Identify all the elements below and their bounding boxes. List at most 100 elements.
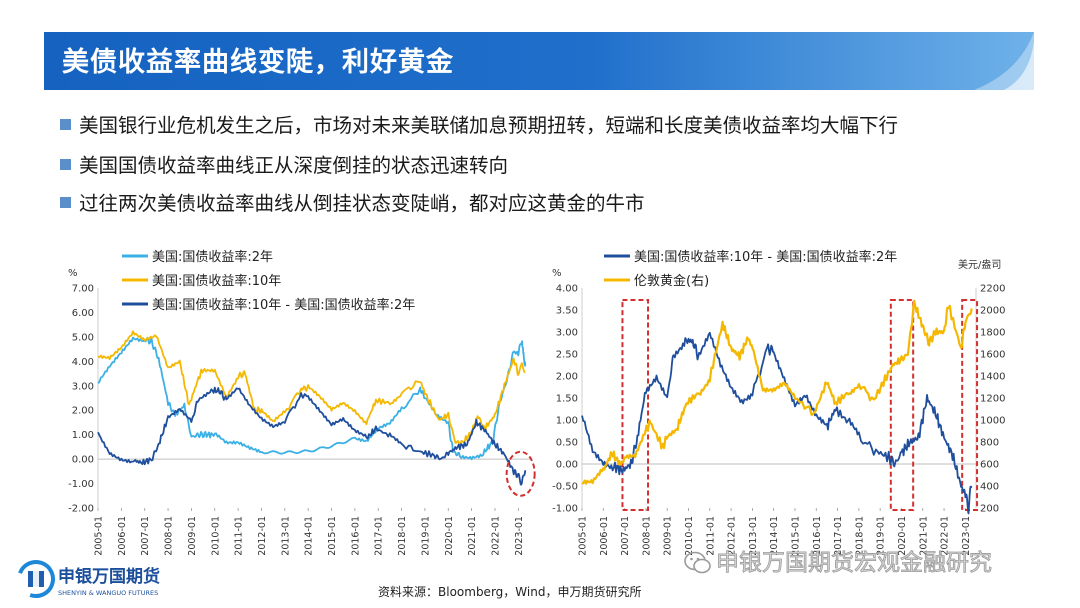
x-tick-label: 2013-01 [748,516,759,556]
x-tick-label: 2008-01 [164,516,175,556]
y-right-unit-label: 美元/盎司 [958,258,1001,271]
x-tick-label: 2015-01 [790,516,801,556]
legend-label: 美国:国债收益率:10年 [152,273,281,289]
x-tick-label: 2015-01 [327,516,338,556]
series-line [97,336,527,461]
y-tick-label: 1.00 [72,430,94,441]
highlight-box [961,299,979,511]
y-right-tick-label: 800 [980,438,999,449]
x-tick-label: 2012-01 [727,516,738,556]
y-tick-label: -2.00 [68,504,94,515]
x-tick-label: 2012-01 [257,516,268,556]
left-yield-chart: 7.00 6.00 5.00 4.00 3.00 2.00 1.00 0.00 -1.00 -2.… [68,249,536,556]
highlight-box [621,299,650,511]
y-tick-label: 3.00 [556,328,578,339]
x-tick-label: 2006-01 [117,516,128,556]
y-tick-label: 3.00 [72,381,94,392]
wechat-icon [684,551,711,574]
x-tick-label: 2013-01 [280,516,291,556]
x-tick-label: 2019-01 [876,516,887,556]
highlight-ellipse [505,450,536,497]
y-right-tick-label: 2000 [980,306,1005,317]
y-tick-label: 6.00 [72,308,94,319]
y-tick-label: 4.00 [72,357,94,368]
logo-text-cn: 申银万国期货 [58,566,160,587]
series-line [581,299,973,485]
logo-text-en: SHENYIN & WANGUO FUTURES [58,589,158,597]
x-tick-label: 2009-01 [663,516,674,556]
x-tick-label: 2021-01 [467,516,478,556]
x-tick-label: 2016-01 [812,516,823,556]
page-title: 美债收益率曲线变陡，利好黄金 [62,47,454,78]
y-tick-label: 1.50 [556,394,578,405]
x-tick-label: 2011-01 [705,516,716,556]
y-right-tick-label: 1800 [980,328,1005,339]
y-unit-label: % [68,268,78,279]
right-curve-gold-chart: 4.00 3.50 3.00 2.50 2.00 1.50 1.00 0.50 0.00 -0.5… [552,249,1005,556]
company-logo: 申银万国期货 SHENYIN & WANGUO FUTURES [17,560,160,598]
x-tick-label: 2014-01 [304,516,315,556]
y-tick-label: 3.50 [556,306,578,317]
y-tick-label: 0.50 [556,438,578,449]
y-right-tick-label: 1600 [980,350,1005,361]
x-tick-label: 2010-01 [210,516,221,556]
y-right-tick-label: 400 [980,482,999,493]
watermark: 申银万国期货宏观金融研究 [716,550,993,577]
x-tick-label: 2010-01 [684,516,695,556]
y-tick-label: -1.00 [552,504,578,515]
x-tick-label: 2014-01 [769,516,780,556]
x-tick-label: 2021-01 [918,516,929,556]
bullet-square-icon [60,159,71,170]
bullet-square-icon [60,119,71,130]
x-tick-label: 2022-01 [940,516,951,556]
y-tick-label: 7.00 [72,284,94,295]
y-right-tick-label: 1000 [980,416,1005,427]
y-tick-label: 2.00 [556,372,578,383]
bullet-square-icon [60,197,71,208]
title-banner [44,32,1034,90]
legend-label: 伦敦黄金(右) [634,273,709,289]
legend-label: 美国:国债收益率:10年 - 美国:国债收益率:2年 [152,297,415,313]
y-right-tick-label: 1400 [980,372,1005,383]
bullet-point: 美国国债收益率曲线正从深度倒挂的状态迅速转向 [60,149,508,178]
x-tick-label: 2017-01 [833,516,844,556]
y-right-tick-label: 600 [980,460,999,471]
y-tick-label: 2.50 [556,350,578,361]
series-line [97,330,526,446]
highlight-box [889,299,915,511]
x-tick-label: 2017-01 [374,516,385,556]
y-tick-label: -0.50 [552,482,578,493]
x-tick-label: 2023-01 [961,516,972,556]
x-tick-label: 2023-01 [514,516,525,556]
y-tick-label: 5.00 [72,332,94,343]
y-tick-label: 4.00 [556,284,578,295]
x-tick-label: 2018-01 [854,516,865,556]
x-tick-label: 2019-01 [420,516,431,556]
x-tick-label: 2009-01 [187,516,198,556]
y-tick-label: -1.00 [68,479,94,490]
bullet-point: 美国银行业危机发生之后，市场对未来美联储加息预期扭转，短端和长度美债收益率均大幅… [60,109,898,138]
series-line [581,331,973,515]
source-note: 资料来源：Bloomberg，Wind，申万期货研究所 [378,585,642,599]
x-tick-label: 2007-01 [140,516,151,556]
x-tick-label: 2007-01 [620,516,631,556]
x-tick-label: 2018-01 [397,516,408,556]
x-tick-label: 2020-01 [444,516,455,556]
x-tick-label: 2016-01 [350,516,361,556]
bullet-point: 过往两次美债收益率曲线从倒挂状态变陡峭，都对应这黄金的牛市 [60,187,645,216]
legend-label: 美国:国债收益率:2年 [152,249,273,265]
y-right-tick-label: 2200 [980,284,1005,295]
x-tick-label: 2005-01 [578,516,589,556]
x-tick-label: 2022-01 [490,516,501,556]
y-tick-label: 2.00 [72,406,94,417]
y-tick-label: 0.00 [556,460,578,471]
y-right-tick-label: 200 [980,504,999,515]
x-tick-label: 2005-01 [94,516,105,556]
x-tick-label: 2020-01 [897,516,908,556]
y-right-tick-label: 1200 [980,394,1005,405]
y-tick-label: 1.00 [556,416,578,427]
legend-label: 美国:国债收益率:10年 - 美国:国债收益率:2年 [634,249,897,265]
x-tick-label: 2011-01 [234,516,245,556]
y-tick-label: 0.00 [72,455,94,466]
series-line [97,386,527,486]
